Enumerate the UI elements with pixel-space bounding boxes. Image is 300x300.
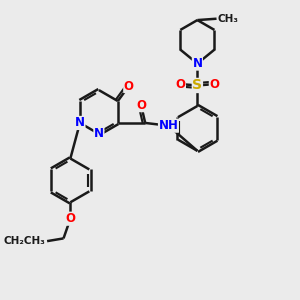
Text: N: N <box>75 116 85 129</box>
Text: O: O <box>209 78 219 91</box>
Text: N: N <box>192 57 203 70</box>
Text: N: N <box>94 128 104 140</box>
Text: O: O <box>124 80 134 92</box>
Text: NH: NH <box>158 119 178 132</box>
Text: S: S <box>192 79 203 92</box>
Text: CH₃: CH₃ <box>218 14 239 24</box>
Text: O: O <box>176 78 185 91</box>
Text: CH₂CH₃: CH₂CH₃ <box>4 236 46 246</box>
Text: O: O <box>65 212 75 225</box>
Text: O: O <box>136 99 146 112</box>
